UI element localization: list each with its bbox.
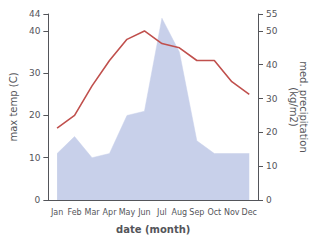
svg-text:30: 30 (266, 94, 278, 104)
svg-text:50: 50 (266, 26, 278, 36)
svg-text:Feb: Feb (67, 208, 81, 217)
svg-text:max temp (C): max temp (C) (8, 72, 19, 141)
svg-text:(kg/m2): (kg/m2) (288, 87, 299, 127)
svg-text:Jan: Jan (50, 208, 63, 217)
svg-text:Mar: Mar (84, 208, 100, 217)
svg-text:55: 55 (266, 9, 277, 19)
svg-text:Aug: Aug (172, 208, 188, 217)
svg-text:Jun: Jun (137, 208, 151, 217)
svg-text:date (month): date (month) (116, 224, 190, 235)
svg-text:30: 30 (29, 68, 41, 78)
svg-text:0: 0 (266, 195, 272, 205)
svg-text:Oct: Oct (207, 208, 221, 217)
svg-text:20: 20 (29, 110, 41, 120)
svg-text:0: 0 (35, 195, 41, 205)
svg-text:med. precipitation: med. precipitation (297, 61, 309, 153)
svg-text:10: 10 (266, 161, 278, 171)
svg-text:40: 40 (29, 26, 41, 36)
svg-text:Sep: Sep (189, 208, 204, 217)
svg-text:Nov: Nov (224, 208, 240, 217)
svg-text:44: 44 (29, 9, 41, 19)
svg-text:Jul: Jul (156, 208, 167, 217)
svg-text:40: 40 (266, 60, 278, 70)
svg-text:May: May (119, 208, 136, 217)
svg-text:Apr: Apr (103, 208, 118, 217)
svg-text:Dec: Dec (242, 208, 257, 217)
svg-text:20: 20 (266, 127, 278, 137)
svg-text:10: 10 (29, 153, 41, 163)
